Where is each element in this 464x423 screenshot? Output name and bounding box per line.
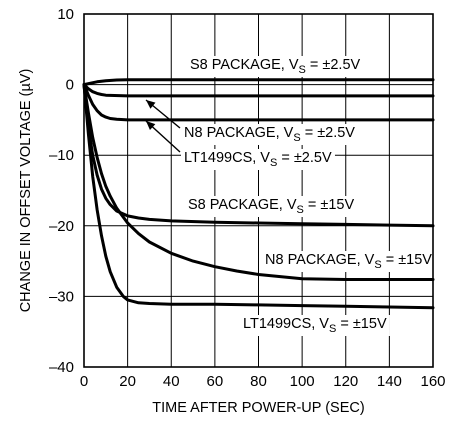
series-label-text: S8 PACKAGE, VS = ±2.5V xyxy=(190,57,361,76)
label-main: S8 PACKAGE, V xyxy=(190,57,299,73)
label-rest: = ±15V xyxy=(382,252,433,268)
y-tick-label: –40 xyxy=(49,359,74,376)
series-line-4 xyxy=(82,83,435,228)
label-subscript: S xyxy=(293,132,300,144)
plot-frame xyxy=(83,13,434,368)
series-label-bg xyxy=(240,315,390,336)
series-label-4: S8 PACKAGE, VS = ±15V xyxy=(185,196,358,217)
label-main: N8 PACKAGE, V xyxy=(265,252,375,268)
series-line-1 xyxy=(82,78,435,87)
series-label-bg xyxy=(181,124,359,145)
label-subscript: S xyxy=(374,259,381,271)
x-tick-label: 100 xyxy=(290,373,315,390)
series-label-text: N8 PACKAGE, VS = ±15V xyxy=(265,252,432,271)
y-axis-title: CHANGE IN OFFSET VOLTAGE (µV) xyxy=(18,69,34,313)
series-label-1: S8 PACKAGE, VS = ±2.5V xyxy=(187,56,364,77)
x-tick-label: 80 xyxy=(250,373,267,390)
series-label-2: N8 PACKAGE, VS = ±2.5V xyxy=(181,124,359,145)
arrow-head-icon xyxy=(146,121,156,131)
series-line-6 xyxy=(82,83,435,310)
label-rest: = ±2.5V xyxy=(301,125,356,141)
series-label-text: LT1499CS, VS = ±15V xyxy=(243,316,387,335)
label-subscript: S xyxy=(270,157,277,169)
x-tick-label: 160 xyxy=(420,373,445,390)
x-tick-label: 0 xyxy=(80,373,88,390)
curves xyxy=(82,78,435,310)
label-main: LT1499CS, V xyxy=(243,316,329,332)
label-subscript: S xyxy=(329,323,336,335)
label-rest: = ±2.5V xyxy=(277,150,332,166)
series-label-bg xyxy=(187,56,364,77)
series-label-text: LT1499CS, VS = ±2.5V xyxy=(184,150,332,169)
series-label-5: N8 PACKAGE, VS = ±15V xyxy=(262,251,436,272)
label-main: LT1499CS, V xyxy=(184,150,270,166)
label-main: S8 PACKAGE, V xyxy=(188,197,297,213)
series-label-bg xyxy=(185,196,358,217)
series-label-bg xyxy=(181,149,335,170)
x-axis-title: TIME AFTER POWER-UP (SEC) xyxy=(152,400,364,416)
x-tick-label: 140 xyxy=(377,373,402,390)
series-label-text: S8 PACKAGE, VS = ±15V xyxy=(188,197,354,216)
series-label-3: LT1499CS, VS = ±2.5V xyxy=(181,149,335,170)
label-main: N8 PACKAGE, V xyxy=(184,125,294,141)
series-label-6: LT1499CS, VS = ±15V xyxy=(240,315,390,336)
y-tick-label: 10 xyxy=(57,6,74,23)
series-label-bg xyxy=(262,251,436,272)
label-subscript: S xyxy=(299,64,306,76)
y-tick-label: –10 xyxy=(49,147,74,164)
series-line-2 xyxy=(82,83,435,98)
label-subscript: S xyxy=(297,204,304,216)
series-line-3 xyxy=(82,83,435,122)
label-rest: = ±2.5V xyxy=(306,57,361,73)
label-rest: = ±15V xyxy=(336,316,387,332)
series-label-text: N8 PACKAGE, VS = ±2.5V xyxy=(184,125,355,144)
y-tick-label: –30 xyxy=(49,288,74,305)
series-line-5 xyxy=(82,83,435,281)
y-tick-label: 0 xyxy=(66,77,74,94)
x-tick-label: 60 xyxy=(207,373,224,390)
label-rest: = ±15V xyxy=(304,197,355,213)
arrow-head-icon xyxy=(146,100,156,109)
x-tick-label: 120 xyxy=(333,373,358,390)
x-tick-label: 20 xyxy=(119,373,136,390)
y-tick-label: –20 xyxy=(49,218,74,235)
x-tick-label: 40 xyxy=(163,373,180,390)
